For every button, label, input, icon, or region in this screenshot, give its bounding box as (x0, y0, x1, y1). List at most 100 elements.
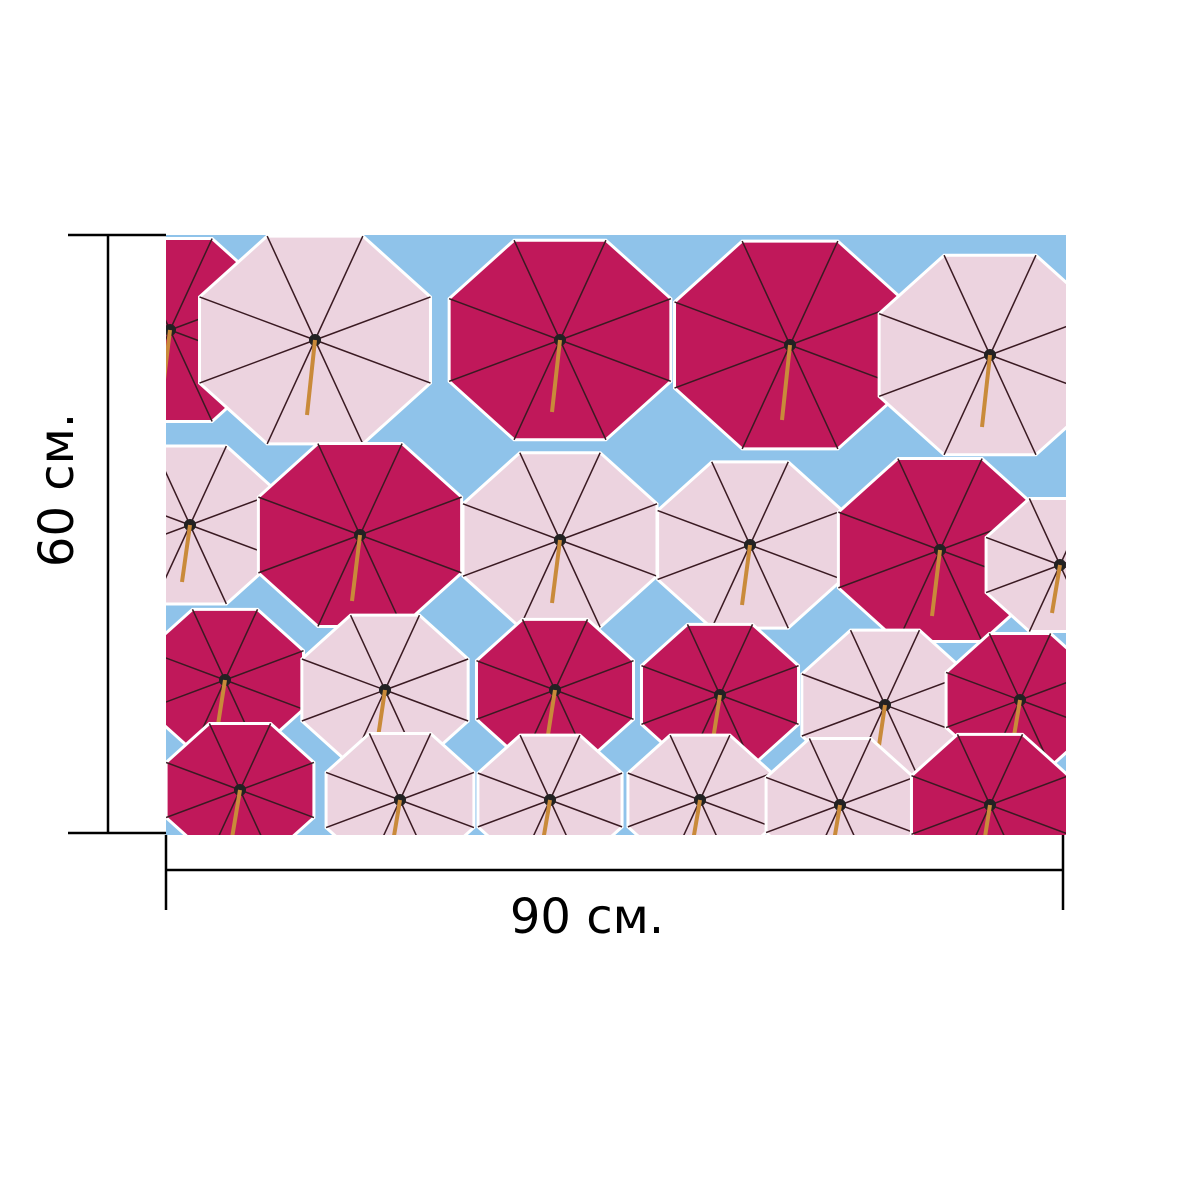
width-label: 90 см. (510, 889, 664, 945)
umbrella-part (988, 633, 1021, 701)
umbrella-part (392, 799, 402, 835)
umbrella-part (657, 509, 751, 546)
umbrella-part (519, 452, 561, 541)
umbrella-part (266, 235, 316, 341)
umbrella-part (627, 772, 701, 801)
umbrella-part (384, 614, 421, 691)
umbrella-part (975, 804, 991, 835)
umbrella-part (399, 771, 475, 801)
umbrella-part (448, 297, 561, 341)
umbrella-part (166, 329, 171, 341)
umbrella-part (1019, 682, 1066, 701)
umbrella-part (513, 339, 561, 441)
umbrella-part (989, 354, 1066, 385)
umbrella-part (258, 534, 361, 574)
umbrella-part (314, 296, 431, 341)
umbrella-part (1019, 633, 1052, 701)
umbrella-part (448, 339, 561, 383)
umbrella-part (674, 301, 791, 346)
umbrella-part (230, 789, 242, 835)
umbrella-part (399, 799, 475, 829)
umbrella-part (657, 544, 751, 581)
umbrella-part (559, 503, 658, 541)
umbrella-part (699, 799, 773, 828)
umbrella-part (989, 254, 1037, 356)
umbrella-part (719, 624, 754, 696)
umbrella-part (989, 804, 1005, 835)
umbrella-part (305, 339, 317, 416)
umbrella-part (641, 665, 721, 696)
umbrella-part (180, 524, 192, 583)
umbrella-part (519, 734, 551, 801)
umbrella-part (897, 549, 941, 642)
umbrella-part (983, 804, 992, 835)
umbrella-part (166, 319, 171, 331)
umbrella-part (189, 524, 228, 605)
umbrella-part (884, 629, 921, 706)
umbrella-part (741, 344, 791, 450)
umbrella-part (749, 461, 789, 546)
umbrella-part (719, 694, 799, 725)
umbrella-part (549, 799, 567, 835)
umbrella-part (554, 689, 634, 720)
umbrella-part (985, 564, 1061, 594)
umbrella-part (314, 339, 431, 384)
umbrella-part (740, 544, 752, 606)
umbrella-part (839, 738, 872, 806)
umbrella-part (641, 694, 721, 725)
umbrella-part (541, 799, 552, 835)
umbrella-part (166, 515, 191, 526)
umbrella-part (166, 524, 191, 579)
umbrella-part (224, 609, 259, 681)
umbrella-part (838, 549, 941, 589)
umbrella-part (939, 549, 983, 642)
umbrella-part (789, 344, 839, 450)
umbrella-part (166, 657, 226, 681)
umbrella-part (945, 699, 1021, 729)
umbrella-part (189, 445, 228, 526)
umbrella-part (989, 325, 1066, 356)
umbrella-part (359, 534, 403, 627)
umbrella-part (359, 443, 403, 536)
umbrella-part (897, 458, 941, 551)
umbrella-part (477, 772, 551, 801)
umbrella-part (239, 723, 272, 791)
umbrella-part (559, 239, 607, 341)
umbrella-part (301, 689, 386, 722)
umbrella-part (943, 354, 991, 456)
umbrella-part (549, 772, 623, 801)
umbrella-part (359, 496, 462, 536)
umbrella-part (939, 458, 983, 551)
umbrella-part (1050, 564, 1062, 614)
umbrella-part (627, 799, 701, 828)
umbrella-part (476, 689, 556, 720)
umbrella-part (711, 544, 751, 629)
photo (166, 235, 1066, 835)
umbrella-part (349, 614, 386, 691)
umbrella-part (224, 650, 304, 681)
umbrella-part (825, 804, 841, 835)
umbrella-part (711, 461, 751, 546)
umbrella-part (258, 496, 361, 536)
umbrella-part (683, 799, 701, 835)
umbrella-part (166, 444, 280, 606)
umbrella-part (989, 775, 1066, 806)
umbrella-part (239, 761, 315, 791)
umbrella-part (878, 354, 991, 398)
umbrella-part (350, 534, 362, 602)
umbrella-part (749, 544, 843, 581)
umbrella-part (191, 609, 226, 681)
umbrella-part (1059, 550, 1066, 566)
umbrella-part (477, 799, 551, 828)
umbrella-part (513, 239, 561, 341)
umbrella-part (368, 733, 401, 801)
umbrella-part (224, 679, 304, 710)
umbrella-part (301, 658, 386, 691)
umbrella-part (749, 509, 843, 546)
umbrella-part (849, 629, 886, 706)
umbrella-part (554, 619, 589, 691)
umbrella-part (166, 471, 191, 526)
umbrella-part (166, 329, 171, 333)
umbrella-part (765, 804, 841, 834)
umbrella-part (462, 503, 561, 541)
